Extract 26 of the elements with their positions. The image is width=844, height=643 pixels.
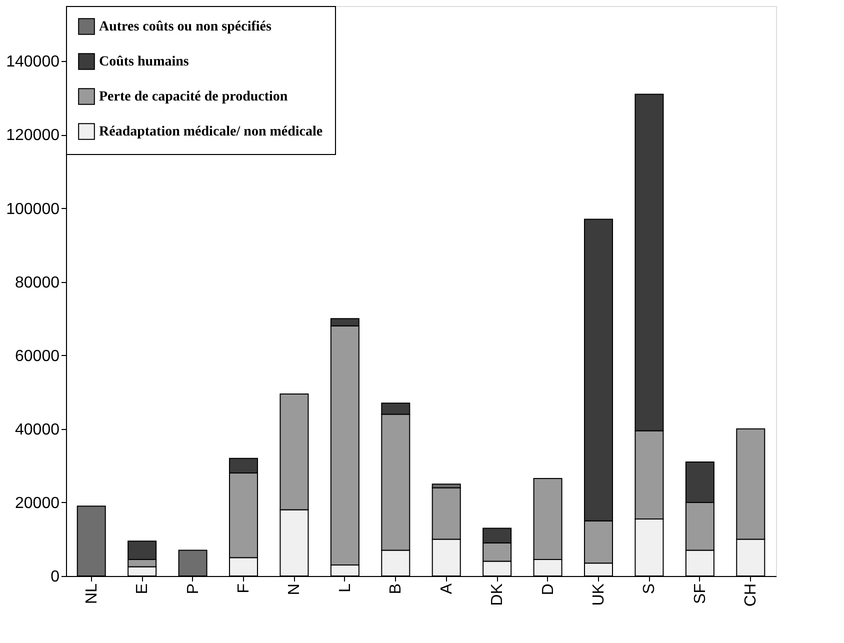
y-tick-label: 40000 [15,421,60,438]
legend-label: Perte de capacité de production [99,90,288,104]
y-tick-label: 100000 [6,200,60,218]
y-tick-label: 20000 [15,494,60,512]
y-tick-label: 60000 [15,348,60,365]
x-tick-label: UK [590,583,608,606]
x-tick-label: A [438,583,456,594]
legend-label: Coûts humains [99,54,190,70]
x-tick-label: N [286,584,304,596]
x-tick-label: P [184,584,202,594]
x-tick-label: B [388,584,405,594]
y-tick-label: 0 [50,568,60,586]
x-tick-label: NL [83,583,100,604]
y-tick-label: 140000 [6,54,60,71]
x-tick-label: D [540,584,557,596]
x-tick-label: SF [692,583,709,604]
x-tick-label: DK [489,583,506,606]
y-tick-label: 80000 [15,274,60,292]
x-tick-label: CH [742,584,760,607]
x-tick-label: S [641,584,658,594]
x-tick-label: F [236,583,252,594]
x-tick-label: E [134,584,152,594]
y-tick-label: 120000 [6,127,60,144]
legend-label: Autres coûts ou non spécifiés [99,20,272,34]
x-tick-label: L [336,583,354,592]
legend-label: Réadaptation médicale/ non médicale [99,124,323,140]
